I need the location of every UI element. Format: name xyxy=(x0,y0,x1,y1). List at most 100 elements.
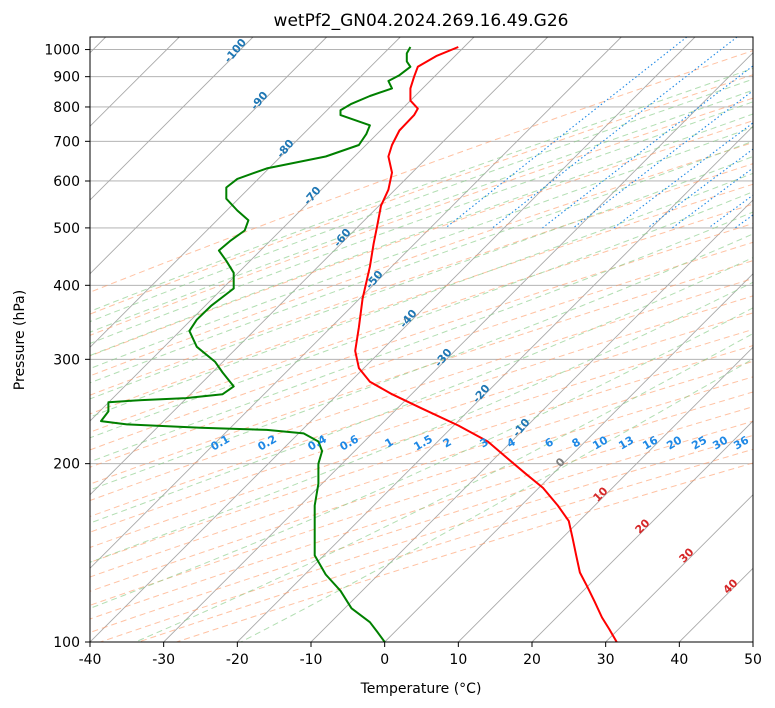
x-tick-label: 10 xyxy=(449,652,467,668)
dry-adiabat-line xyxy=(90,376,753,592)
mixing-ratio-line xyxy=(492,37,738,229)
isotherm-line xyxy=(236,125,753,642)
dry-adiabat-line xyxy=(90,391,753,606)
dry-adiabat-line xyxy=(90,97,753,336)
moist-adiabat-line xyxy=(90,172,753,418)
dry-adiabat-line xyxy=(90,260,753,485)
dry-adiabat-label: -80 xyxy=(274,137,297,161)
y-axis-label: Pressure (hPa) xyxy=(12,290,28,390)
isotherm-line xyxy=(457,346,753,642)
dry-adiabat-line xyxy=(100,434,753,642)
x-tick-label: -20 xyxy=(226,652,249,668)
moist-adiabat-line xyxy=(90,281,753,563)
x-tick-label: -30 xyxy=(152,652,175,668)
dry-adiabat-line xyxy=(90,74,753,315)
mixing-ratio-label: 0.6 xyxy=(338,432,362,453)
moist-adiabat-line xyxy=(90,89,753,333)
isotherm-line xyxy=(90,37,622,569)
moist-adiabat-label: 40 xyxy=(721,576,741,596)
x-axis-label: Temperature (°C) xyxy=(360,681,482,697)
isotherm-line xyxy=(90,37,328,275)
x-tick-label: 20 xyxy=(523,652,541,668)
temperature-line xyxy=(354,46,618,642)
moist-adiabat-label: 10 xyxy=(591,484,611,504)
y-tick-label: 600 xyxy=(53,174,80,190)
moist-adiabat-line xyxy=(135,332,753,642)
y-tick-label: 400 xyxy=(53,278,80,294)
dry-adiabat-line xyxy=(90,183,753,415)
dry-adiabat-line xyxy=(90,222,753,451)
x-tick-label: 50 xyxy=(744,652,762,668)
y-axis-ticks: 1000 900 800 700 600 500 400 300 200 100 xyxy=(44,43,90,651)
moist-adiabat-line xyxy=(240,358,753,642)
isotherm-line xyxy=(90,37,549,496)
background-lines xyxy=(90,37,753,642)
y-tick-label: 300 xyxy=(53,352,80,368)
moist-adiabat-label: 0 xyxy=(553,455,568,470)
isotherm-line xyxy=(90,37,254,201)
y-tick-label: 100 xyxy=(53,635,80,651)
isotherm-line xyxy=(605,494,753,642)
y-tick-label: 800 xyxy=(53,100,80,116)
moist-adiabat-line xyxy=(90,233,753,491)
moist-adiabat-label: 20 xyxy=(633,516,653,536)
y-tick-label: 700 xyxy=(53,134,80,150)
dry-adiabat-line xyxy=(90,328,753,548)
isotherm-line xyxy=(90,37,475,422)
dry-adiabat-line xyxy=(90,141,753,377)
moist-adiabat-line xyxy=(90,113,753,357)
x-tick-label: 40 xyxy=(670,652,688,668)
mixing-ratio-label: 2 xyxy=(441,435,454,450)
isotherm-line xyxy=(163,52,753,642)
dry-adiabat-label: -40 xyxy=(397,307,420,331)
mixing-ratio-label: 1.5 xyxy=(412,432,435,453)
sounding-series xyxy=(100,46,618,642)
dry-adiabat-line xyxy=(90,278,753,502)
dry-adiabat-line xyxy=(90,420,753,633)
isotherm-line xyxy=(531,420,753,642)
dewpoint-line xyxy=(100,46,412,642)
chart-title: wetPf2_GN04.2024.269.16.49.G26 xyxy=(274,11,569,31)
mixing-ratio-line xyxy=(672,167,753,229)
dry-adiabat-label: -20 xyxy=(470,382,493,406)
isotherm-line xyxy=(90,37,401,348)
isotherm-line xyxy=(90,37,696,642)
x-tick-label: -40 xyxy=(79,652,102,668)
dry-adiabat-label: -90 xyxy=(248,89,271,113)
moist-adiabat-line xyxy=(90,78,753,323)
mixing-ratio-line xyxy=(542,65,753,229)
mixing-ratio-line xyxy=(445,37,688,229)
mixing-ratio-label: 36 xyxy=(731,433,751,452)
moist-adiabat-line xyxy=(90,211,753,463)
mixing-ratio-line xyxy=(734,214,753,229)
dry-adiabat-label: -60 xyxy=(331,226,354,250)
x-tick-label: -10 xyxy=(300,652,323,668)
dry-adiabat-line xyxy=(90,312,753,533)
moist-adiabat-line xyxy=(90,101,753,344)
dry-adiabat-line xyxy=(90,360,753,578)
moist-adiabat-line xyxy=(90,126,753,370)
isotherm-line xyxy=(310,199,753,642)
y-tick-label: 500 xyxy=(53,221,80,237)
dry-adiabat-label: -30 xyxy=(432,346,455,370)
x-tick-label: 0 xyxy=(380,652,389,668)
dry-adiabat-line xyxy=(90,120,753,357)
plot-frame xyxy=(89,36,754,643)
mixing-ratio-line xyxy=(572,90,753,229)
mixing-ratio-label: 30 xyxy=(710,433,730,452)
dry-adiabat-line xyxy=(90,345,753,563)
dry-adiabat-line xyxy=(90,241,753,468)
isotherm-line xyxy=(678,567,753,642)
mixing-ratio-label: 20 xyxy=(664,433,684,452)
moist-adiabat-line xyxy=(90,307,753,609)
dry-adiabat-line xyxy=(90,163,753,396)
mixing-ratio-label: 25 xyxy=(689,434,709,453)
moist-adiabat-line xyxy=(90,191,753,439)
y-tick-label: 900 xyxy=(53,70,80,86)
dry-adiabat-line xyxy=(90,295,753,518)
mixing-ratio-label: 0.2 xyxy=(256,432,279,453)
dry-adiabat-line xyxy=(90,50,753,293)
isotherm-line xyxy=(384,273,753,642)
moist-adiabat-line xyxy=(90,67,753,312)
y-tick-label: 200 xyxy=(53,457,80,473)
